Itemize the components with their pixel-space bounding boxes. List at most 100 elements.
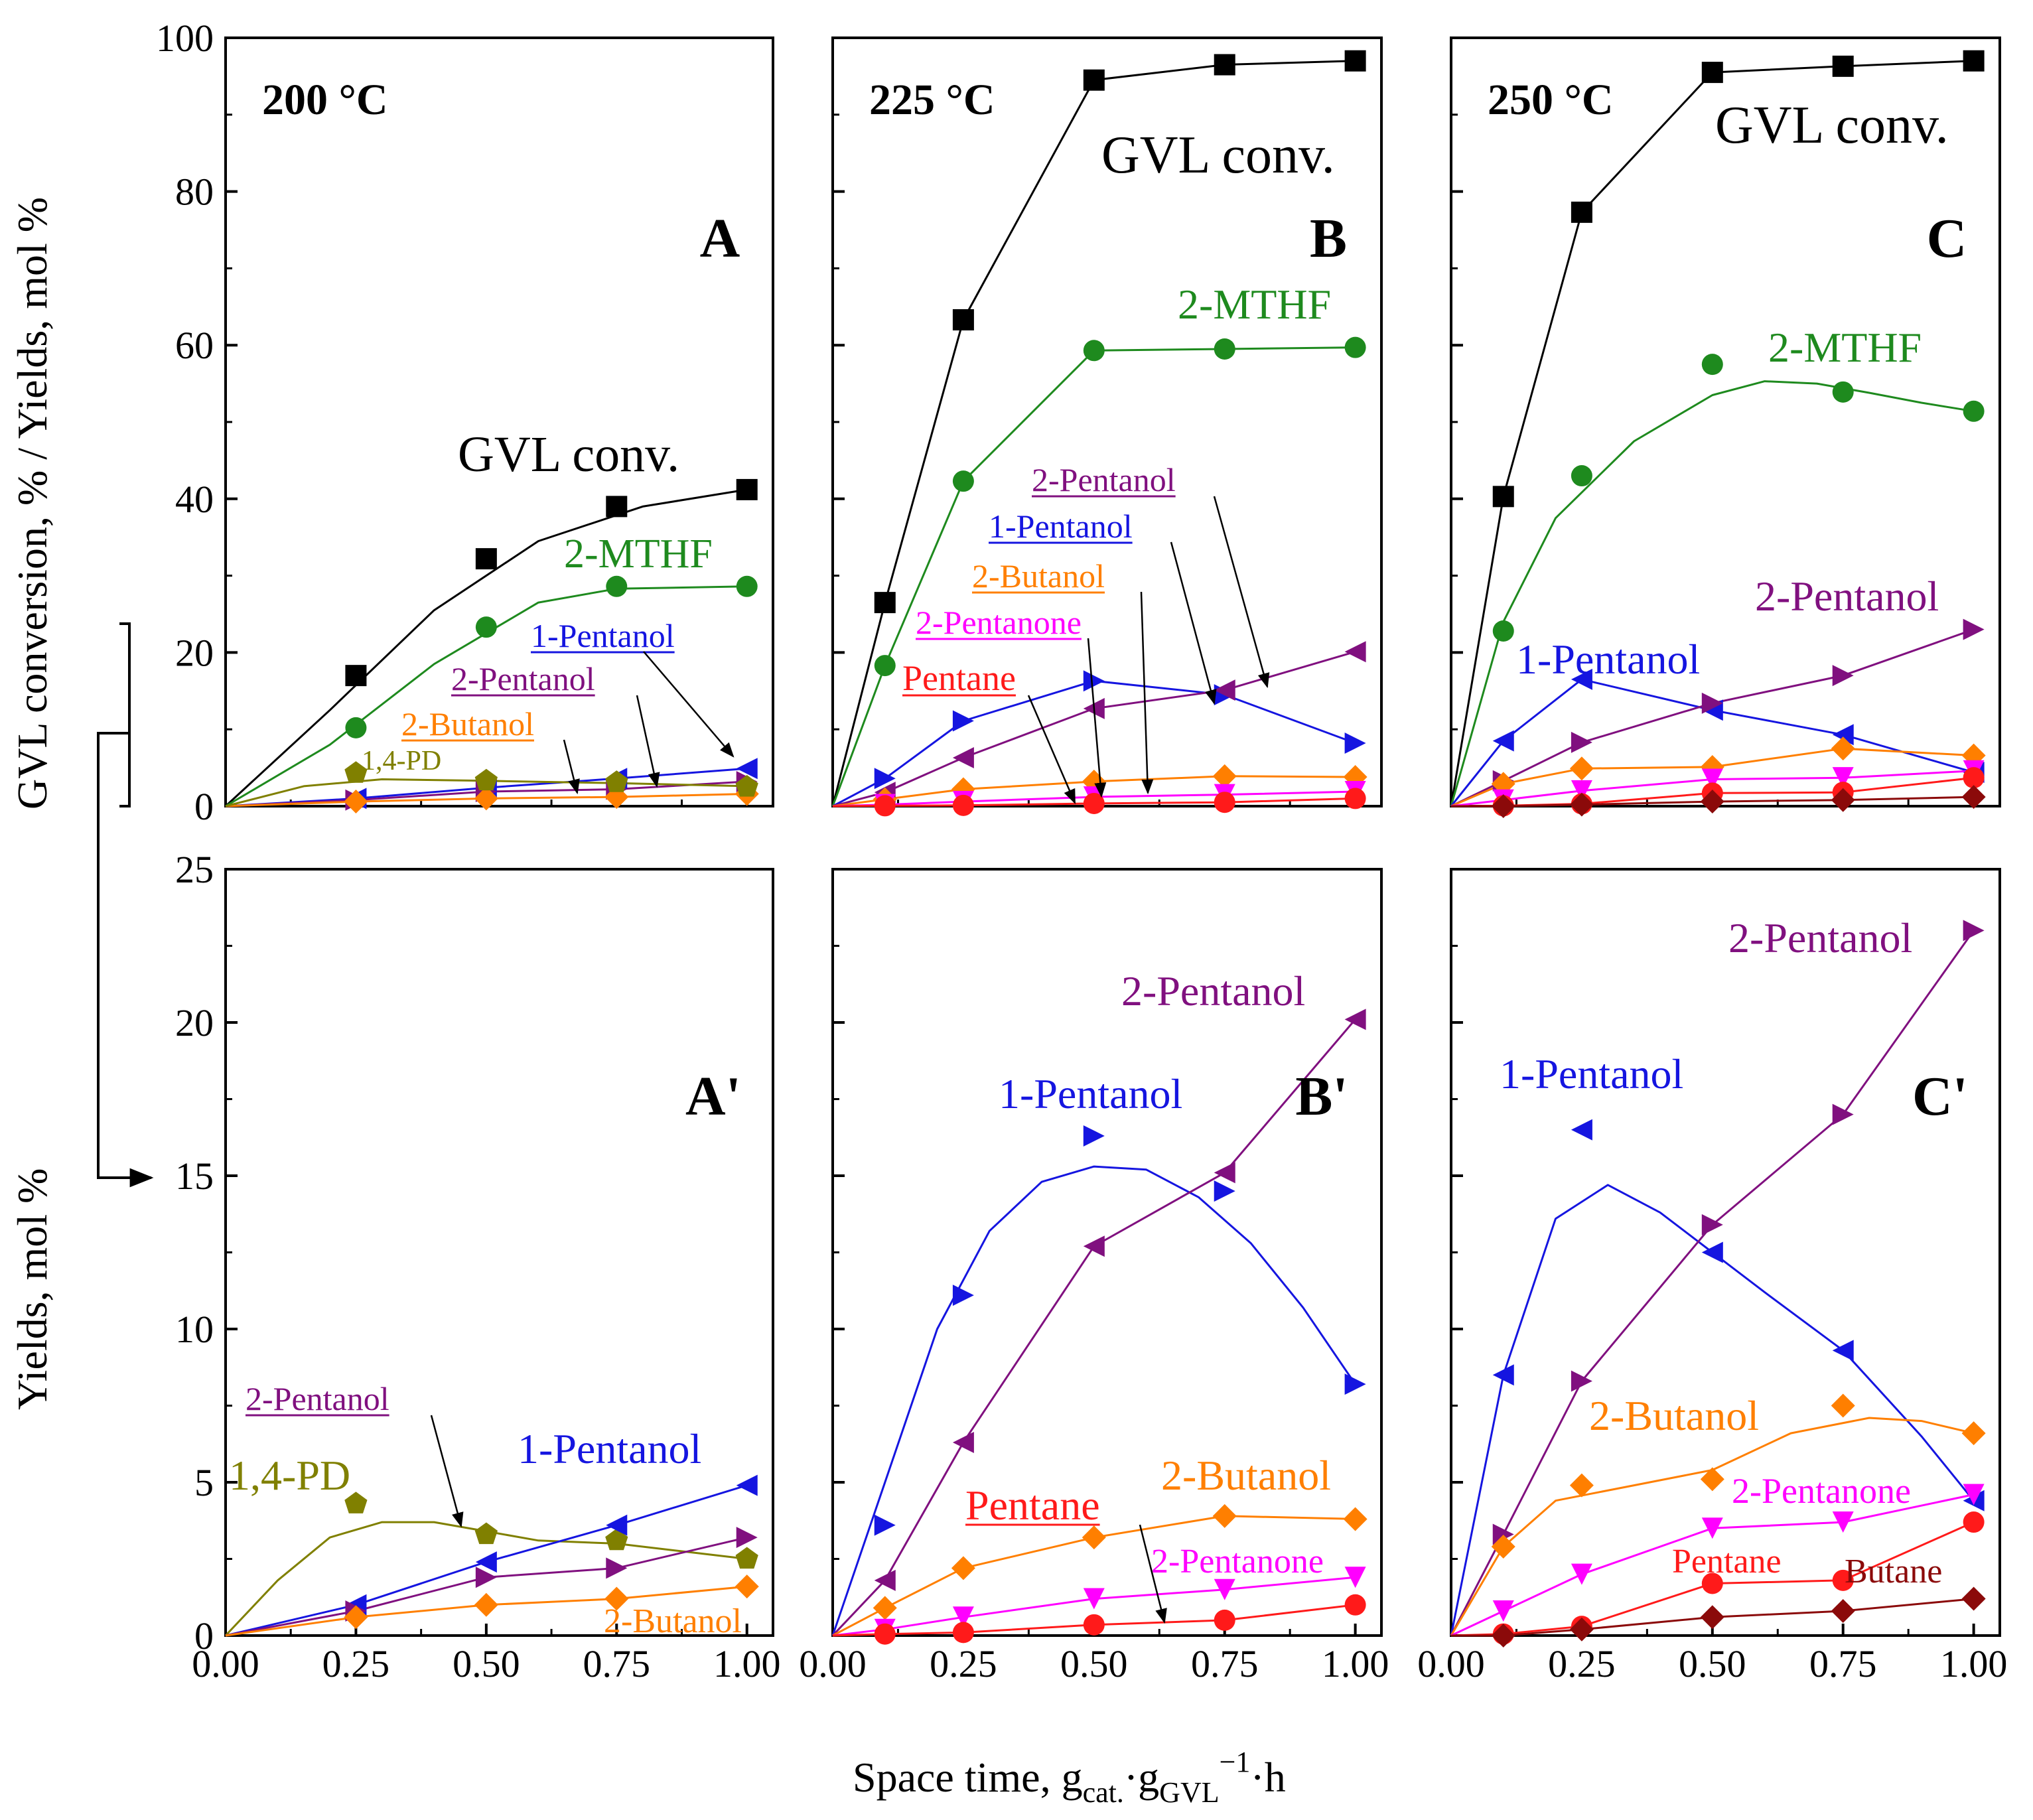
- panel-bprime-2-pentanone-point: [1214, 1578, 1235, 1600]
- panel-cprime-2-butanol-point: [1569, 1473, 1594, 1498]
- panel-c-2-mthf-point: [1832, 381, 1854, 403]
- panel-a-gvl-conv-line: [224, 488, 747, 807]
- panel-cprime-pentane-point: [1963, 1511, 1985, 1533]
- x-axis-title: Space time, gcat.·gGVL−1·h: [853, 1746, 1286, 1809]
- panel-cprime-xtick-label: 1.00: [1940, 1642, 2008, 1685]
- panel-aprime-2-pentanol-point: [736, 1527, 758, 1549]
- panel-a-ytick-label: 20: [175, 631, 214, 674]
- panel-c-2-mthf-point: [1963, 400, 1985, 422]
- panel-aprime-2-butanol-point: [344, 1605, 368, 1630]
- panel-cprime-xtick-label: 0.75: [1809, 1642, 1877, 1685]
- panel-c-butane-point: [1700, 790, 1724, 814]
- panel-cprime-2-pentanone-point: [1963, 1484, 1985, 1505]
- panel-b-1-pentanol-point: [952, 710, 974, 732]
- panel-aprime-ytick-label: 25: [175, 848, 214, 891]
- panel-b-1-pentanol-point: [874, 768, 896, 790]
- panel-b-letter: B: [1310, 208, 1347, 269]
- panel-aprime-xtick-label: 0.00: [192, 1642, 259, 1685]
- panel-a-2-mthf-label: 2-MTHF: [564, 531, 713, 577]
- panel-a-ytick-label: 40: [175, 478, 214, 521]
- panel-c-2-mthf-line: [1450, 380, 1974, 807]
- panel-c-1-pentanol-line: [1450, 678, 1975, 807]
- panel-a-ytick-label: 80: [175, 171, 214, 214]
- panel-cprime-2-pentanone-point: [1492, 1600, 1514, 1622]
- panel-c-2-pentanol-point: [1963, 618, 1985, 640]
- panel-c-2-mthf-point: [1701, 354, 1723, 376]
- panel-aprime-2-butanol-point: [604, 1586, 629, 1611]
- panel-c-1-pentanol-label: 1-Pentanol: [1516, 636, 1700, 683]
- panel-cprime-butane-point: [1700, 1605, 1724, 1630]
- panel-c-2-butanol-point: [1569, 756, 1594, 781]
- panel-b-2-mthf-line: [831, 346, 1356, 807]
- panel-bprime-xtick-label: 0.25: [930, 1642, 997, 1685]
- panel-b-pentane-label: Pentane: [902, 658, 1016, 698]
- panel-c-1-pentanol-point: [1571, 668, 1592, 690]
- panel-b-pentane-point: [874, 795, 896, 817]
- x-axis-title-sub2: GVL: [1159, 1776, 1219, 1809]
- panel-c-2-pentanol-label: 2-Pentanol: [1755, 573, 1939, 620]
- panel-cprime-xtick-label: 0.50: [1679, 1642, 1746, 1685]
- panel-b-2-pentanol-point: [1214, 679, 1235, 701]
- panel-cprime-1-pentanol-point: [1832, 1340, 1854, 1362]
- panel-c-butane-point: [1961, 785, 1986, 809]
- panel-b-gvl-conv-label: GVL conv.: [1101, 126, 1335, 184]
- panel-bprime-2-butanol-label: 2-Butanol: [1161, 1452, 1331, 1499]
- x-axis-title-mid: ·g: [1124, 1754, 1159, 1801]
- panel-aprime-xtick-label: 1.00: [713, 1642, 781, 1685]
- panel-b-2-mthf-point: [1083, 340, 1105, 362]
- panel-cprime-2-pentanone-point: [1832, 1511, 1854, 1533]
- panel-c-2-mthf-label: 2-MTHF: [1768, 324, 1922, 371]
- panel-cprime-2-pentanol-point: [1701, 1214, 1723, 1235]
- panel-cprime-butane-label: Butane: [1845, 1553, 1942, 1590]
- panel-a-1-4-pd-label: 1,4-PD: [362, 746, 441, 776]
- panel-bprime-xtick-label: 0.75: [1191, 1642, 1259, 1685]
- panel-a-ytick-label: 0: [194, 785, 214, 828]
- panel-cprime-1-pentanol-line: [1450, 1184, 1975, 1636]
- panel-c-gvl-conv-point: [1492, 486, 1514, 508]
- panel-a-2-butanol-label: 2-Butanol: [401, 705, 534, 742]
- panel-a-gvl-conv-point: [345, 665, 367, 687]
- panel-a-2-mthf-point: [606, 575, 628, 597]
- panel-a-1-4-pd-point: [735, 775, 758, 797]
- panel-b-2-mthf-point: [1214, 338, 1235, 360]
- panel-c-1-pentanol-point: [1492, 730, 1514, 752]
- panel-bprime-pentane-label-arrow: [1139, 1524, 1167, 1624]
- panel-aprime-ytick-label: 15: [175, 1155, 214, 1198]
- panel-b-2-mthf-label: 2-MTHF: [1178, 281, 1331, 328]
- panel-b-gvl-conv-point: [952, 309, 974, 330]
- panel-aprime-1-4-pd-label: 1,4-PD: [229, 1452, 350, 1499]
- panel-a-ytick-label: 100: [156, 17, 214, 60]
- panel-aprime-ytick-label: 10: [175, 1308, 214, 1351]
- panel-b-temperature: 225 °C: [869, 76, 995, 124]
- panel-aprime-2-butanol-label: 2-Butanol: [604, 1602, 742, 1640]
- panel-c-2-pentanol-point: [1832, 665, 1854, 687]
- panel-c-2-pentanol-point: [1571, 731, 1592, 753]
- panel-bprime-pentane-point: [1214, 1609, 1235, 1631]
- panel-bprime-2-butanol-line: [832, 1515, 1356, 1637]
- panel-aprime-frame: [224, 868, 774, 1637]
- panel-cprime-2-pentanone-point: [1701, 1517, 1723, 1539]
- panel-bprime-pentane-point: [1083, 1614, 1105, 1636]
- panel-b-1-pentanol-point: [1344, 733, 1366, 754]
- panel-aprime-2-butanol-point: [474, 1592, 498, 1617]
- panel-b-pentane-point: [952, 794, 974, 816]
- panel-b-gvl-conv-point: [1344, 50, 1366, 72]
- panel-aprime-2-pentanol-label: 2-Pentanol: [245, 1380, 389, 1417]
- panel-aprime-xtick-label: 0.25: [322, 1642, 390, 1685]
- panel-bprime-xtick-label: 0.00: [799, 1642, 867, 1685]
- panel-aprime-1-pentanol-point: [475, 1551, 497, 1573]
- panel-a-gvl-conv-point: [475, 548, 497, 570]
- panel-aprime-1-4-pd-point: [605, 1528, 628, 1551]
- panel-c-gvl-conv-point: [1571, 201, 1592, 223]
- panel-c-temperature: 250 °C: [1488, 76, 1614, 124]
- panel-bprime-xtick-label: 1.00: [1322, 1642, 1389, 1685]
- panel-a-2-butanol-label-arrow: [563, 739, 580, 795]
- panel-b-pentane-point: [1083, 792, 1105, 814]
- panel-a-1-4-pd-line: [225, 778, 747, 807]
- panel-cprime-butane-point: [1831, 1599, 1855, 1624]
- panel-cprime-1-pentanol-label: 1-Pentanol: [1500, 1050, 1683, 1097]
- panel-c-pentane-point: [1963, 767, 1985, 789]
- panel-aprime-xtick-label: 0.75: [583, 1642, 651, 1685]
- panel-aprime-1-pentanol-label: 1-Pentanol: [518, 1425, 701, 1472]
- panel-bprime-2-pentanol-point: [952, 1431, 974, 1453]
